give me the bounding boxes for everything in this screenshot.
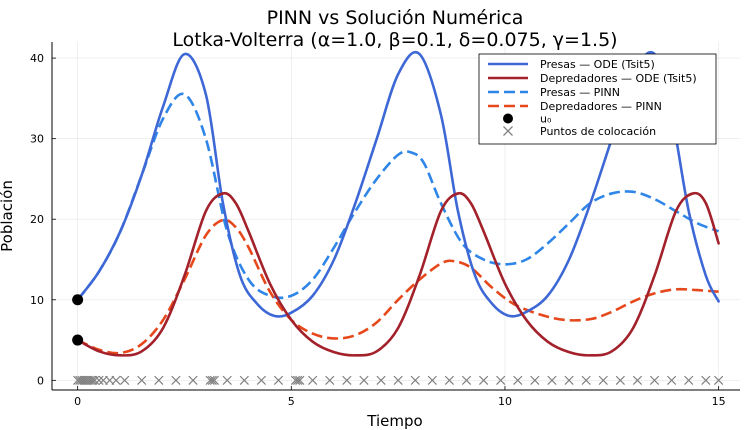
series-line-3	[77, 218, 719, 355]
collocation-point	[444, 375, 455, 385]
collocation-point	[205, 375, 215, 385]
collocation-point	[239, 375, 249, 385]
collocation-point	[632, 375, 643, 385]
y-tick-label: 20	[30, 213, 44, 226]
x-tick-label: 10	[498, 395, 512, 408]
collocation-point	[649, 375, 660, 385]
collocation-point	[85, 375, 96, 385]
collocation-point	[461, 375, 472, 385]
y-tick-label: 10	[30, 294, 44, 307]
collocation-point	[615, 375, 625, 385]
initial-condition-point	[72, 294, 84, 306]
legend-label-u0: u₀	[540, 113, 552, 126]
collocation-point	[293, 375, 303, 385]
legend-label-0: Presas — ODE (Tsit5)	[540, 58, 655, 71]
collocation-point	[222, 375, 232, 385]
collocation-point	[684, 375, 694, 385]
collocation-point	[94, 375, 104, 385]
legend-label-3: Depredadores — PINN	[540, 100, 662, 113]
collocation-point	[513, 375, 523, 385]
axes-frame	[51, 42, 740, 391]
legend: Presas — ODE (Tsit5)Depredadores — ODE (…	[478, 53, 717, 145]
collocation-point	[667, 375, 677, 385]
y-tick-label: 40	[30, 52, 44, 65]
collocation-point	[273, 375, 284, 385]
collocation-point	[478, 375, 489, 385]
collocation-point	[209, 375, 220, 385]
collocation-point	[581, 375, 591, 385]
collocation-point	[295, 375, 305, 385]
collocation-point	[325, 375, 335, 385]
collocation-point	[410, 375, 420, 385]
collocation-point	[427, 375, 437, 385]
ticks: 0 5 10 15 0 10 20 30 40	[30, 52, 726, 408]
collocation-point	[171, 375, 181, 385]
y-tick-label: 30	[30, 133, 44, 146]
collocation-point	[496, 375, 506, 385]
collocation-point	[120, 375, 130, 385]
x-tick-label: 5	[288, 395, 295, 408]
legend-box	[478, 53, 717, 145]
markers	[72, 294, 724, 385]
collocation-point	[359, 375, 369, 385]
chart-title: PINN vs Solución Numérica	[267, 7, 524, 29]
collocation-point	[598, 375, 608, 385]
legend-swatch-u0	[503, 113, 513, 124]
collocation-point	[290, 375, 301, 385]
collocation-point	[308, 375, 318, 385]
legend-swatch-collocation	[503, 126, 513, 136]
y-tick-label: 0	[37, 374, 44, 387]
collocation-point	[530, 375, 540, 385]
initial-condition-point	[72, 334, 84, 346]
legend-label-collocation: Puntos de colocación	[540, 125, 656, 138]
collocation-point	[547, 375, 557, 385]
collocation-point	[188, 375, 198, 385]
legend-label-2: Presas — PINN	[540, 86, 620, 99]
collocation-point	[111, 375, 121, 385]
collocation-point	[154, 375, 164, 385]
legend-label-1: Depredadores — ODE (Tsit5)	[540, 72, 697, 85]
collocation-point	[376, 375, 386, 385]
collocation-point	[256, 375, 267, 385]
x-axis-label: Tiempo	[366, 412, 422, 430]
collocation-point	[714, 375, 724, 385]
series-line-1	[76, 191, 720, 357]
collocation-point	[342, 375, 352, 385]
collocation-point	[137, 375, 147, 385]
collocation-point	[207, 375, 217, 385]
collocation-point	[564, 375, 574, 385]
x-tick-label: 15	[712, 395, 726, 408]
chart-subtitle: Lotka-Volterra (α=1.0, β=0.1, δ=0.075, γ…	[172, 29, 617, 51]
collocation-point	[393, 375, 403, 385]
collocation-point	[90, 375, 100, 385]
y-axis-label: Población	[0, 180, 16, 252]
x-tick-label: 0	[74, 395, 81, 408]
collocation-point	[701, 375, 711, 385]
